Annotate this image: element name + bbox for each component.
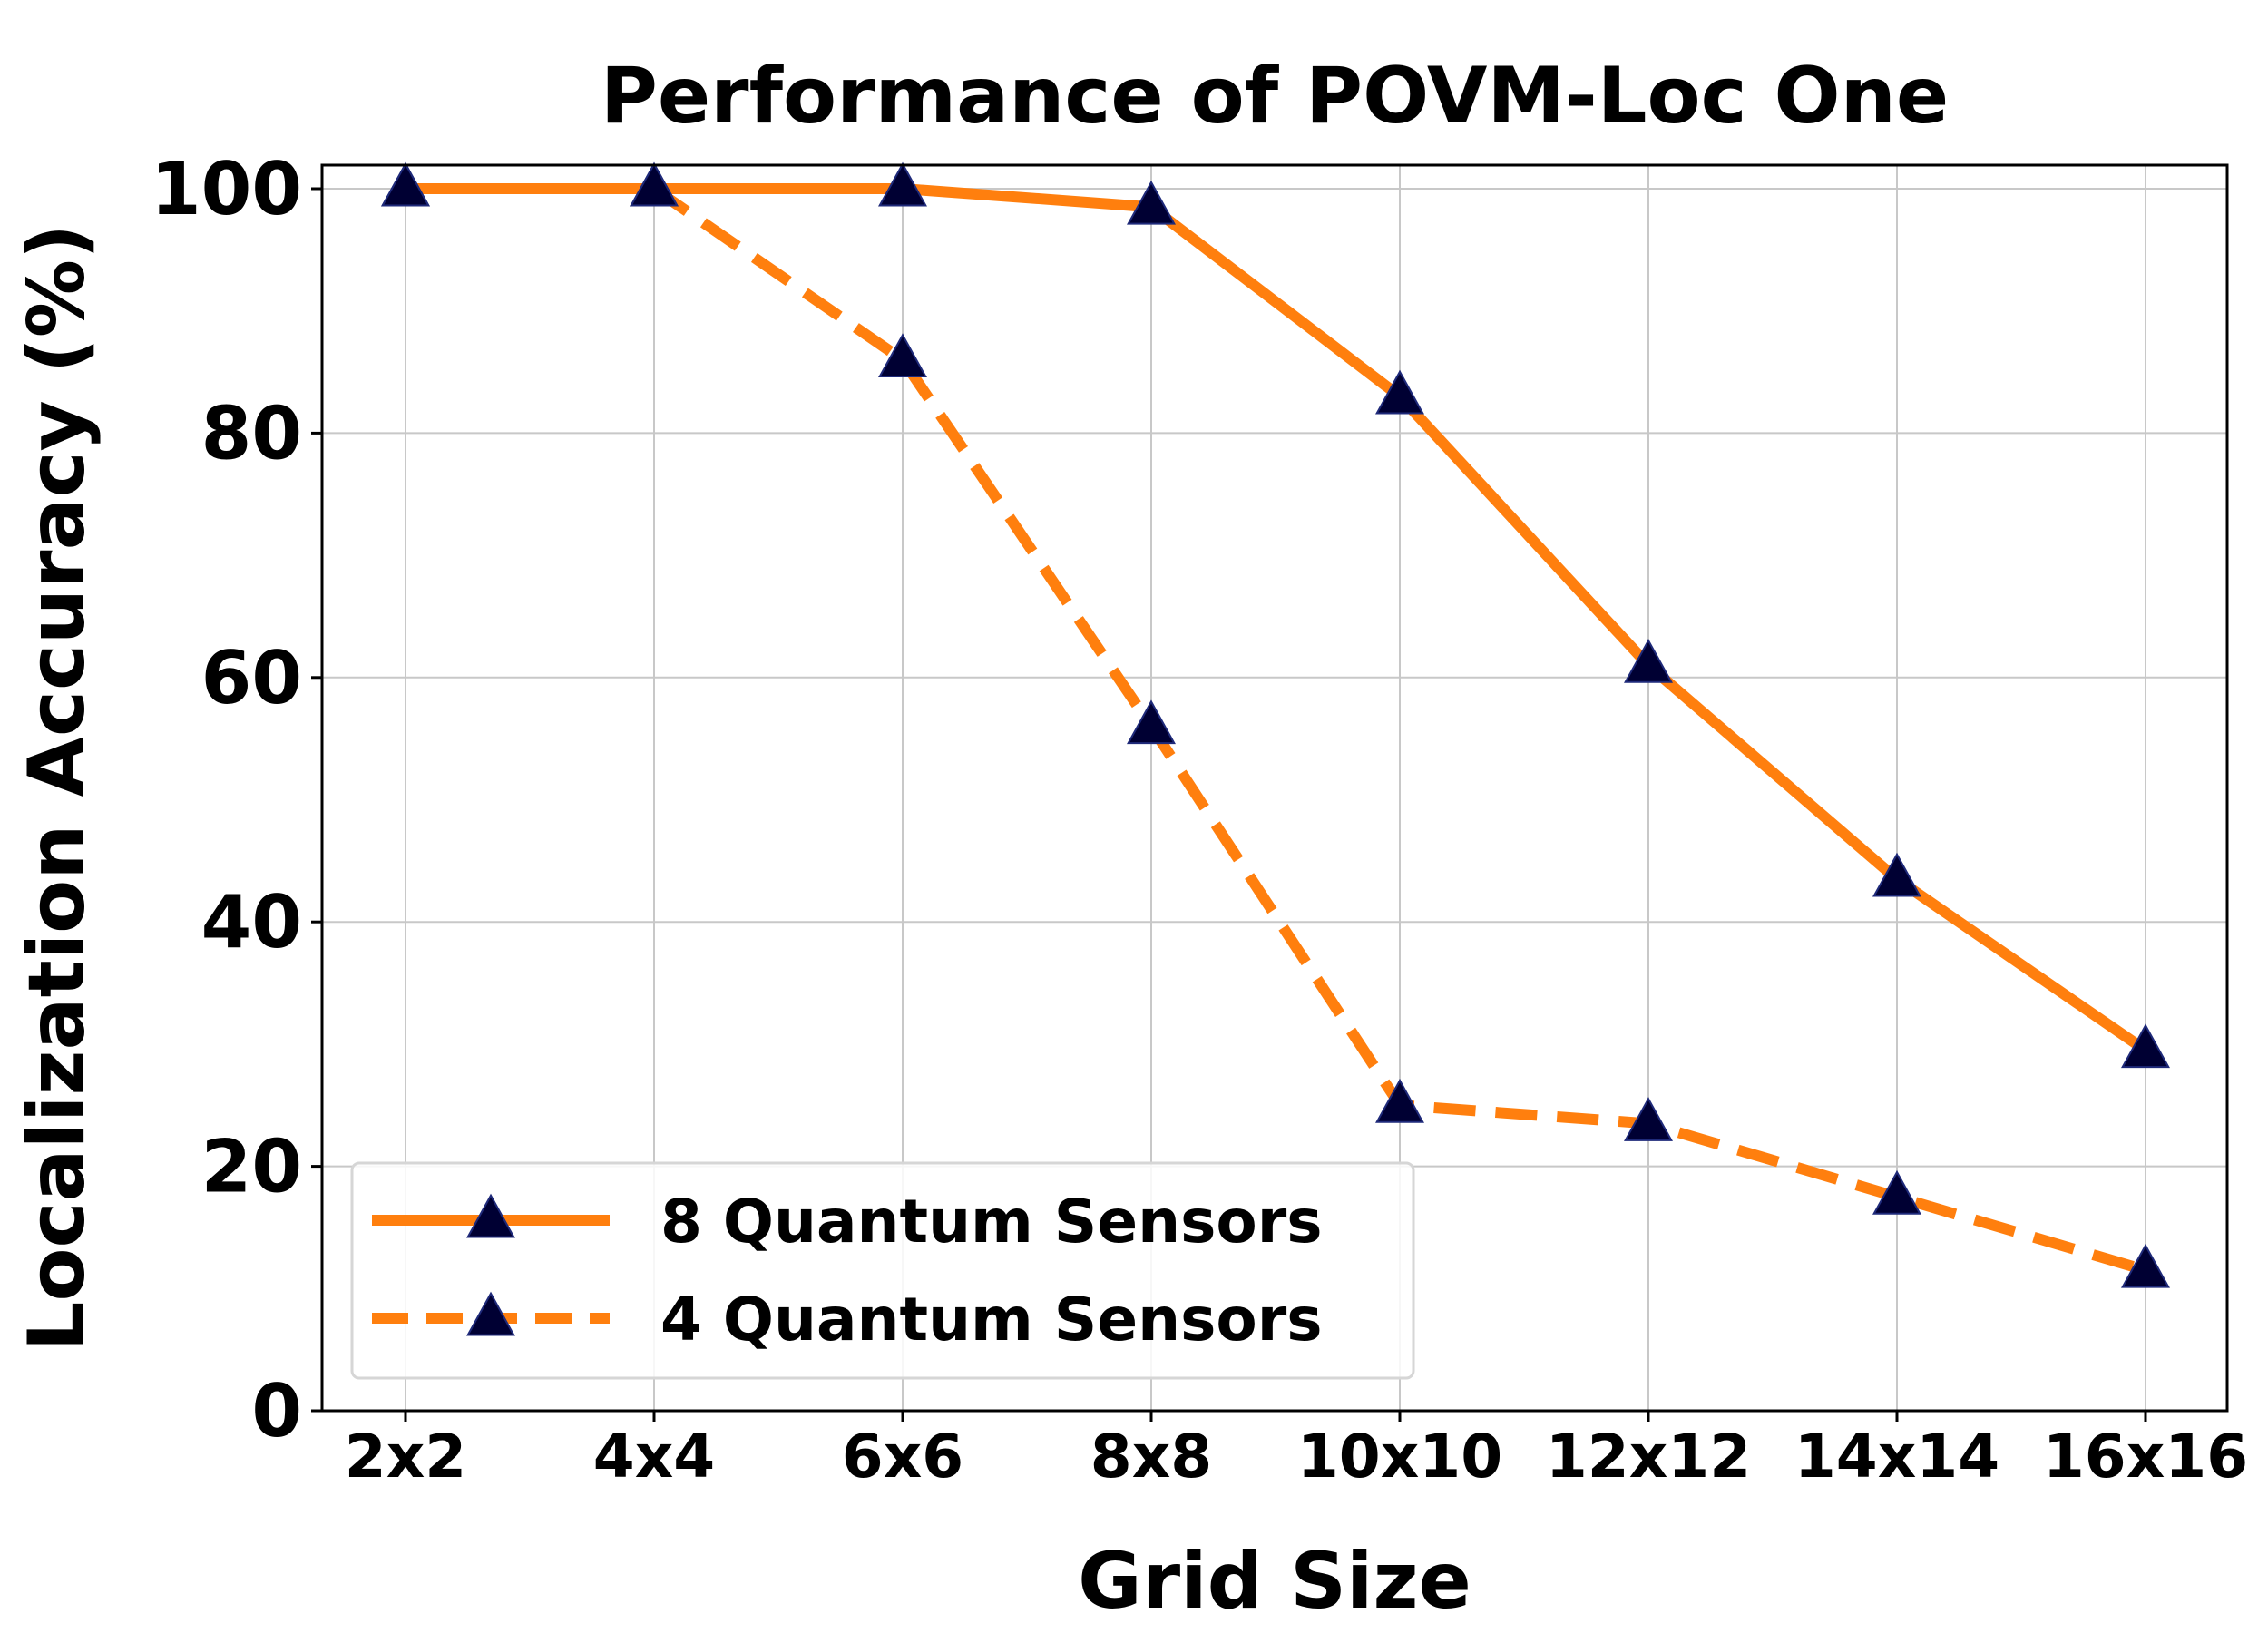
series-1-point [1624,638,1673,683]
series-1-point [1375,369,1424,415]
y-tick-label: 80 [201,391,302,475]
y-tick-label: 20 [201,1125,302,1209]
legend-marker-2 [466,1291,515,1336]
x-tick-label: 6x6 [842,1422,963,1491]
series-lines [406,183,2149,1276]
x-tick-label: 14x14 [1794,1422,1999,1491]
axis-ticks [311,187,2147,1422]
series-2-point [878,333,927,378]
x-tick-labels: 2x2 4x4 6x6 8x8 10x10 12x12 14x14 16x16 [345,1422,2248,1491]
x-tick-label: 2x2 [345,1422,466,1491]
x-tick-label: 12x12 [1546,1422,1751,1491]
series-2-point [2121,1243,2170,1288]
plot-frame [320,163,2229,1413]
series-markers [381,161,2170,1288]
series-2-point [1872,1169,1921,1215]
series-line-1 [406,183,2149,1055]
y-axis-label: Localization Accuracy (%) [12,224,103,1352]
y-tick-label: 60 [201,636,302,720]
y-tick-label: 40 [201,880,302,964]
series-2-point [1375,1078,1424,1123]
x-tick-label: 8x8 [1090,1422,1212,1491]
series-2-point [381,161,430,207]
x-axis-label: Grid Size [1078,1536,1471,1627]
legend-box [350,1161,1415,1380]
series-2-point [630,161,679,207]
legend-label-2: 4 Quantum Sensors [660,1285,1323,1354]
series-2-point [1127,699,1176,745]
legend-marker-1 [466,1193,515,1238]
chart-title: Performance of POVM-Loc One [601,51,1949,142]
series-1-point [1872,852,1921,897]
x-tick-label: 16x16 [2043,1422,2248,1491]
series-1-point [1127,180,1176,225]
legend: 8 Quantum Sensors 4 Quantum Sensors [350,1161,1415,1380]
legend-entries: 8 Quantum Sensors 4 Quantum Sensors [372,1187,1323,1354]
y-tick-label: 0 [251,1369,302,1453]
y-tick-labels: 0 20 40 60 80 100 [151,147,302,1453]
series-1-point [2121,1023,2170,1069]
x-tick-label: 10x10 [1297,1422,1502,1491]
series-1-point [878,161,927,207]
y-tick-label: 100 [151,147,302,231]
series-2-point [1624,1097,1673,1141]
legend-label-1: 8 Quantum Sensors [660,1187,1323,1257]
x-tick-label: 4x4 [593,1422,715,1491]
